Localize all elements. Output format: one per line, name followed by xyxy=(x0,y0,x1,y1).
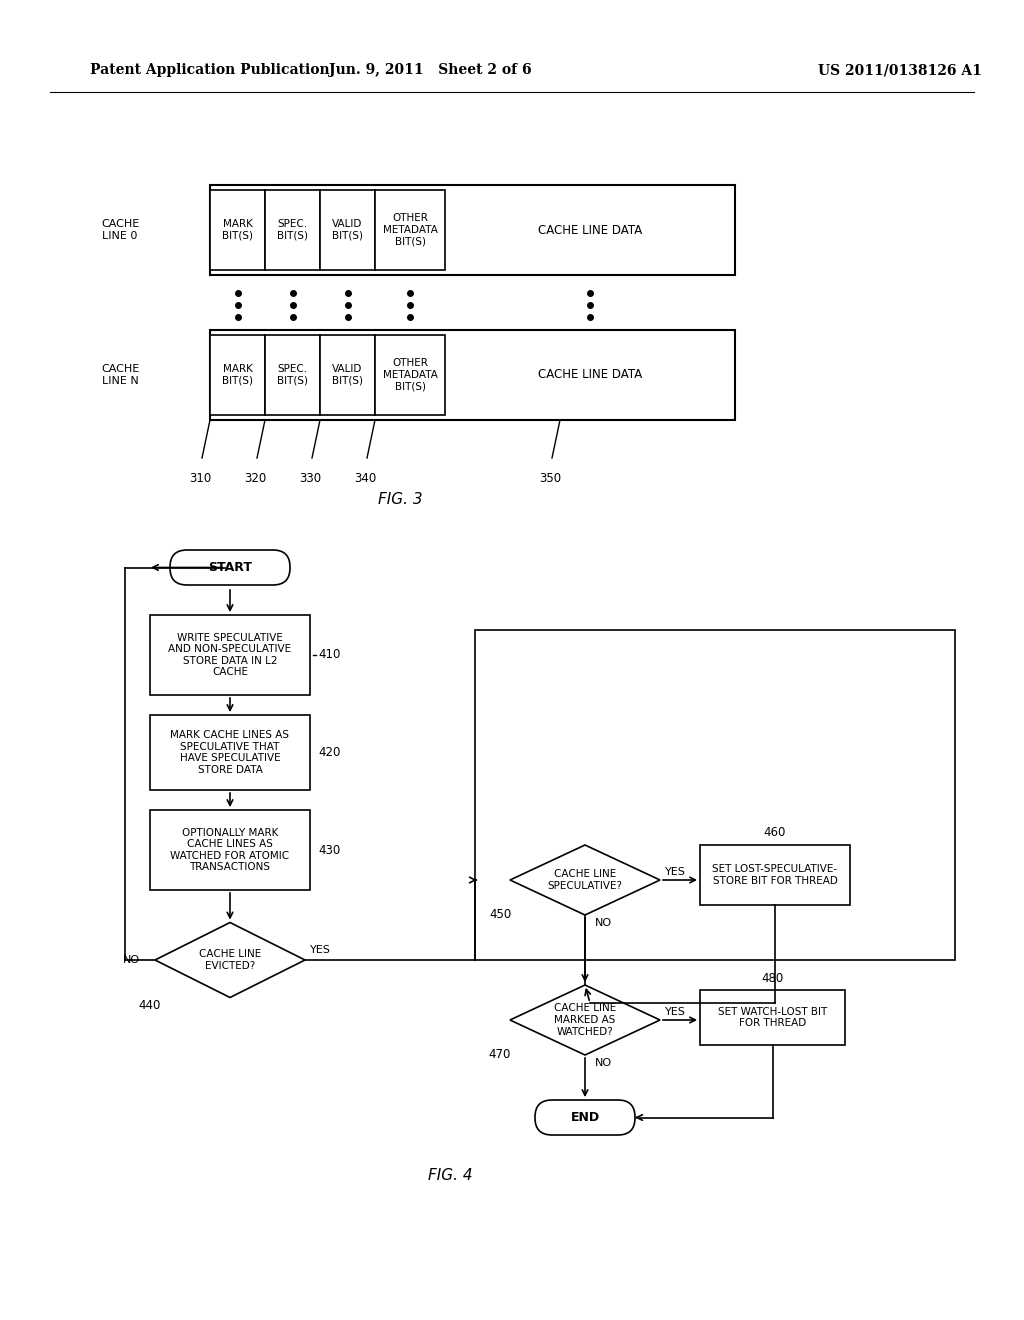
Text: SPEC.
BIT(S): SPEC. BIT(S) xyxy=(278,364,308,385)
Text: YES: YES xyxy=(665,867,686,876)
Text: 440: 440 xyxy=(139,999,161,1012)
Text: MARK
BIT(S): MARK BIT(S) xyxy=(222,219,253,240)
Text: CACHE
LINE N: CACHE LINE N xyxy=(101,364,139,385)
Text: US 2011/0138126 A1: US 2011/0138126 A1 xyxy=(818,63,982,77)
Text: CACHE LINE
MARKED AS
WATCHED?: CACHE LINE MARKED AS WATCHED? xyxy=(554,1003,616,1036)
Text: 320: 320 xyxy=(244,473,266,484)
Text: 420: 420 xyxy=(318,746,340,759)
Text: MARK CACHE LINES AS
SPECULATIVE THAT
HAVE SPECULATIVE
STORE DATA: MARK CACHE LINES AS SPECULATIVE THAT HAV… xyxy=(171,730,290,775)
Text: CACHE LINE
SPECULATIVE?: CACHE LINE SPECULATIVE? xyxy=(548,869,623,891)
Text: YES: YES xyxy=(310,945,331,954)
FancyBboxPatch shape xyxy=(319,190,375,271)
Text: 450: 450 xyxy=(488,908,511,921)
FancyBboxPatch shape xyxy=(150,810,310,890)
FancyBboxPatch shape xyxy=(170,550,290,585)
Text: NO: NO xyxy=(595,917,612,928)
Text: SET WATCH-LOST BIT
FOR THREAD: SET WATCH-LOST BIT FOR THREAD xyxy=(718,1007,827,1028)
Text: CACHE
LINE 0: CACHE LINE 0 xyxy=(101,219,139,240)
FancyBboxPatch shape xyxy=(375,335,445,414)
Text: 330: 330 xyxy=(299,473,322,484)
FancyBboxPatch shape xyxy=(475,630,955,960)
Text: OTHER
METADATA
BIT(S): OTHER METADATA BIT(S) xyxy=(383,359,437,392)
Polygon shape xyxy=(510,985,660,1055)
Text: SPEC.
BIT(S): SPEC. BIT(S) xyxy=(278,219,308,240)
Text: 480: 480 xyxy=(762,972,783,985)
Text: 310: 310 xyxy=(188,473,211,484)
FancyBboxPatch shape xyxy=(210,330,735,420)
FancyBboxPatch shape xyxy=(700,845,850,906)
FancyBboxPatch shape xyxy=(210,335,265,414)
FancyBboxPatch shape xyxy=(700,990,845,1045)
Text: Jun. 9, 2011   Sheet 2 of 6: Jun. 9, 2011 Sheet 2 of 6 xyxy=(329,63,531,77)
Text: VALID
BIT(S): VALID BIT(S) xyxy=(332,219,362,240)
Polygon shape xyxy=(510,845,660,915)
Text: NO: NO xyxy=(123,954,140,965)
Text: 460: 460 xyxy=(764,826,786,840)
Text: CACHE LINE
EVICTED?: CACHE LINE EVICTED? xyxy=(199,949,261,970)
Text: SET LOST-SPECULATIVE-
STORE BIT FOR THREAD: SET LOST-SPECULATIVE- STORE BIT FOR THRE… xyxy=(713,865,838,886)
Text: 340: 340 xyxy=(354,473,376,484)
Text: FIG. 4: FIG. 4 xyxy=(428,1167,472,1183)
Text: OTHER
METADATA
BIT(S): OTHER METADATA BIT(S) xyxy=(383,214,437,247)
Text: START: START xyxy=(208,561,252,574)
FancyBboxPatch shape xyxy=(375,190,445,271)
FancyBboxPatch shape xyxy=(265,190,319,271)
Text: NO: NO xyxy=(595,1059,612,1068)
Text: YES: YES xyxy=(665,1007,686,1016)
Text: CACHE LINE DATA: CACHE LINE DATA xyxy=(538,368,642,381)
Text: END: END xyxy=(570,1111,600,1125)
FancyBboxPatch shape xyxy=(265,335,319,414)
Text: Patent Application Publication: Patent Application Publication xyxy=(90,63,330,77)
FancyBboxPatch shape xyxy=(210,185,735,275)
Text: FIG. 3: FIG. 3 xyxy=(378,492,422,507)
FancyBboxPatch shape xyxy=(150,615,310,696)
Text: MARK
BIT(S): MARK BIT(S) xyxy=(222,364,253,385)
FancyBboxPatch shape xyxy=(210,190,265,271)
Polygon shape xyxy=(155,923,305,998)
FancyBboxPatch shape xyxy=(535,1100,635,1135)
Text: 350: 350 xyxy=(539,473,561,484)
Text: CACHE LINE DATA: CACHE LINE DATA xyxy=(538,223,642,236)
Text: OPTIONALLY MARK
CACHE LINES AS
WATCHED FOR ATOMIC
TRANSACTIONS: OPTIONALLY MARK CACHE LINES AS WATCHED F… xyxy=(170,828,290,873)
FancyBboxPatch shape xyxy=(150,715,310,789)
Text: 430: 430 xyxy=(318,843,340,857)
Text: WRITE SPECULATIVE
AND NON-SPECULATIVE
STORE DATA IN L2
CACHE: WRITE SPECULATIVE AND NON-SPECULATIVE ST… xyxy=(168,632,292,677)
Text: 470: 470 xyxy=(488,1048,511,1061)
FancyBboxPatch shape xyxy=(319,335,375,414)
Text: 410: 410 xyxy=(318,648,340,661)
Text: VALID
BIT(S): VALID BIT(S) xyxy=(332,364,362,385)
